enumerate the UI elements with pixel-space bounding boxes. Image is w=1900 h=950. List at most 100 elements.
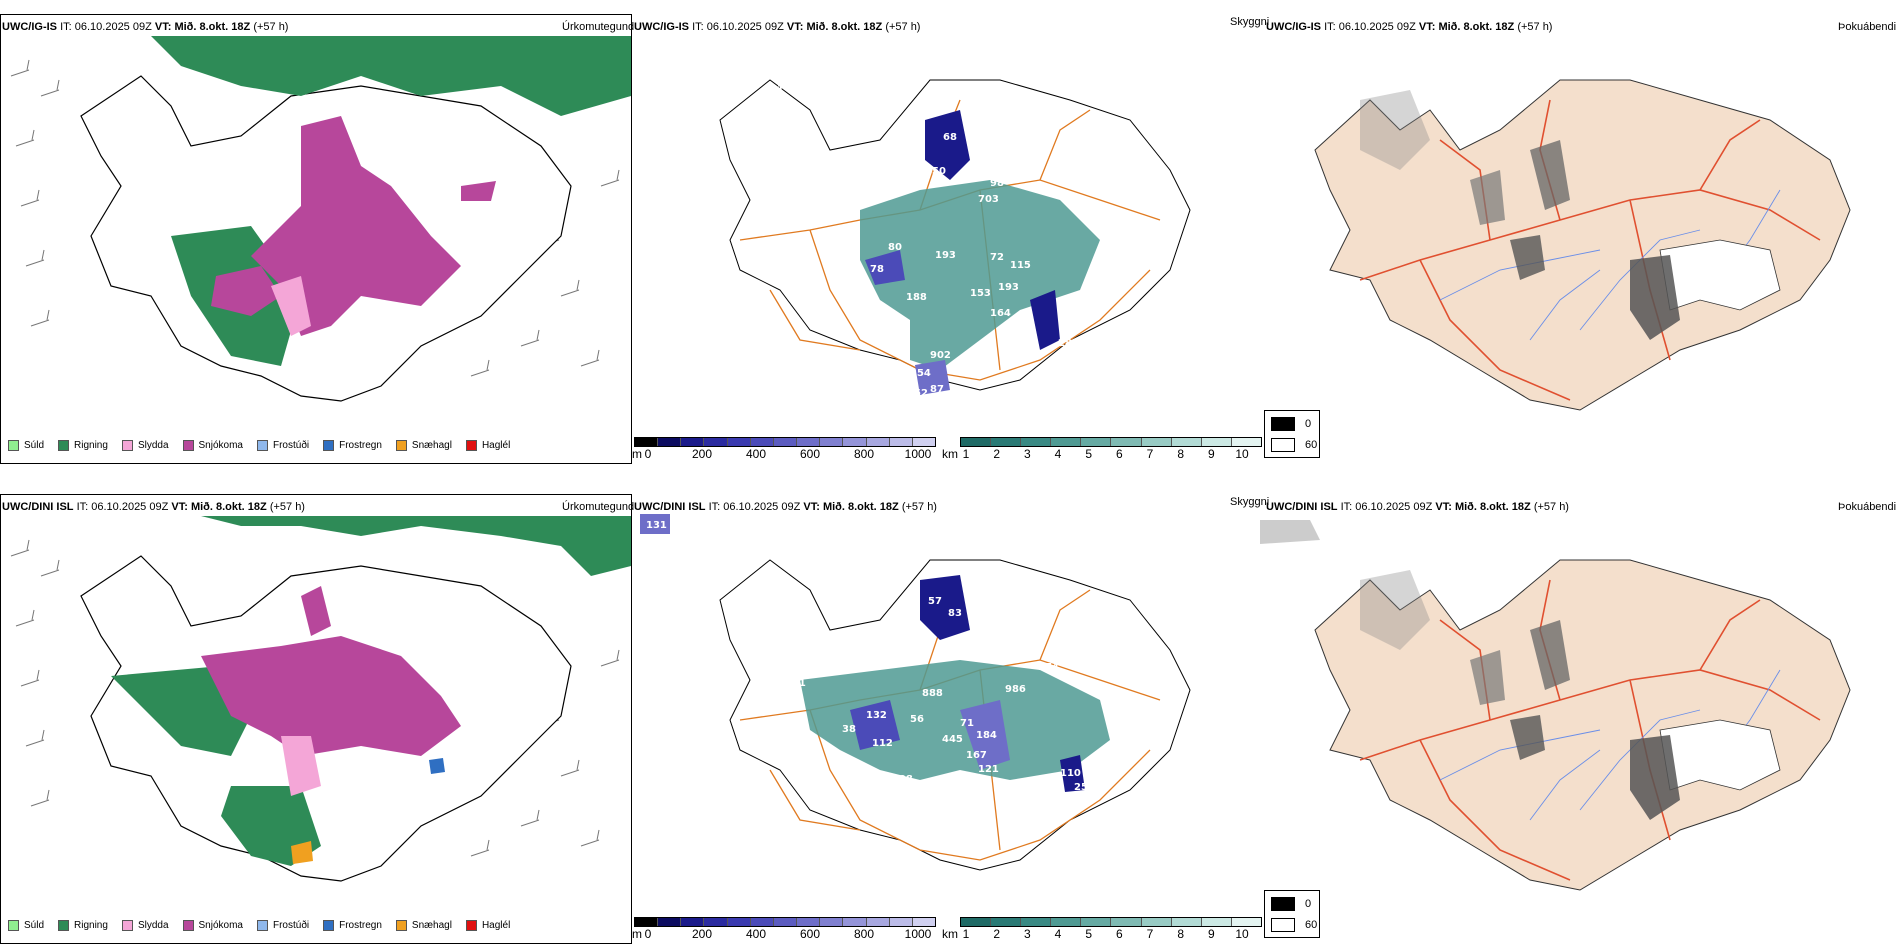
colorbar-tick-label: 400 (745, 927, 767, 941)
fog-area-dark-1 (1630, 255, 1680, 340)
colorbar-segment (704, 438, 728, 446)
colorbar-segment (1231, 918, 1261, 926)
colorbar-tick-label: 7 (1146, 447, 1154, 461)
legend-label: Súld (24, 920, 45, 931)
vt-value: Mið. 8.okt. 18Z (822, 501, 899, 513)
colorbar-segment (635, 438, 659, 446)
precip-type-title: Úrkomutegund (562, 21, 635, 33)
visibility-label: 109 (960, 168, 981, 179)
colorbar-segment (1141, 918, 1172, 926)
ceiling-ticks: 0 200 400 600 800 1000 (644, 447, 932, 461)
colorbar-tick-label: 3 (1023, 927, 1031, 941)
precip-type-title: Úrkomutegund (562, 501, 635, 513)
model-name: UWC/IG-IS (1266, 21, 1321, 33)
legend-item-snjokoma: Snjókoma (182, 920, 243, 931)
visibility-label: 52 (914, 388, 928, 399)
visibility-area-central (800, 660, 1110, 780)
visibility-label: 83 (948, 608, 962, 619)
legend-item-sudl: Súld (8, 920, 44, 931)
colorbar-tick-label: 200 (691, 447, 713, 461)
fog-area-corner (1260, 520, 1320, 544)
colorbar-segment (1051, 438, 1082, 446)
it-value: 06.10.2025 09Z (91, 501, 169, 513)
legend-swatch (256, 920, 268, 931)
legend-item-snaehagl: Snæhagl (395, 920, 452, 931)
legend-item-haglel: Haglél (465, 440, 511, 451)
colorbar-tick-label: 8 (1177, 927, 1184, 941)
colorbar-segment (1141, 438, 1172, 446)
sleet-area (281, 736, 321, 796)
visibility-labels: 68 50 109 98 703 80 78 193 72 115 188 15… (770, 84, 1072, 399)
colorbar-segment (820, 438, 844, 446)
visibility-label: 128 (892, 774, 913, 785)
snow-area-west (211, 266, 281, 316)
visibility-label: 132 (866, 710, 887, 721)
lead-time: (+57 h) (269, 501, 305, 513)
colorbar-tick-label: 1000 (904, 447, 932, 461)
colorbar-segment (1051, 918, 1082, 926)
colorbar-segment (797, 438, 821, 446)
colorbar-segment (1081, 438, 1112, 446)
legend-item-slydda: Slydda (121, 440, 169, 451)
legend-label: Snjókoma (198, 440, 243, 451)
it-value: 06.10.2025 09Z (723, 501, 801, 513)
colorbar-segment (961, 918, 992, 926)
it-label: IT: (76, 501, 89, 513)
colorbar-segment (866, 918, 890, 926)
visibility-label: 131 (785, 678, 806, 689)
ceiling-area-north (925, 110, 970, 180)
ceiling-area-north (920, 575, 970, 640)
ceiling-ticks: 0 200 400 600 800 1000 (645, 927, 932, 941)
ice-pellet-area (291, 841, 313, 864)
freezing-rain-area (429, 758, 445, 774)
fog-legend: 0 60 (1264, 410, 1320, 458)
precip-map-frame (0, 14, 632, 464)
fog-area-light (1360, 570, 1430, 650)
legend-label: Haglél (481, 440, 511, 451)
legend-swatch (182, 440, 194, 451)
legend-swatch (465, 920, 477, 931)
visibility-unit: km (942, 927, 958, 941)
colorbar-segment (773, 438, 798, 446)
ceiling-colorbar (634, 437, 936, 447)
visibility-label: 110 (1060, 768, 1081, 779)
model-name: UWC/DINI ISL (2, 501, 74, 513)
visibility-label: 902 (930, 350, 951, 361)
colorbar-segment (727, 438, 751, 446)
visibility-label: 112 (872, 738, 893, 749)
fog-map (1314, 79, 1851, 411)
colorbar-tick-label: 200 (691, 927, 713, 941)
visibility-label: 174 (1038, 662, 1059, 673)
precip-map-title: UWC/IG-IS IT: 06.10.2025 09Z VT: Mið. 8.… (2, 21, 288, 33)
legend-swatch (465, 440, 477, 451)
legend-item-rigning: Rigning (58, 440, 108, 451)
fog-map (1260, 520, 1851, 891)
colorbar-segment (681, 438, 705, 446)
visibility-label: 184 (976, 730, 997, 741)
colorbar-tick-label: 0 (644, 447, 652, 461)
legend-swatch (8, 920, 19, 931)
visibility-label: 57 (928, 596, 942, 607)
colorbar-segment (1201, 438, 1232, 446)
vt-label: VT: (1435, 501, 1452, 513)
visibility-label: 703 (978, 194, 999, 205)
colorbar-tick-label: 800 (853, 927, 875, 941)
colorbar-tick-label: 1 (962, 447, 970, 461)
vt-value: Mið. 8.okt. 18Z (174, 21, 251, 33)
model-name: UWC/DINI ISL (634, 501, 706, 513)
colorbar-segment (889, 438, 913, 446)
legend-swatch (58, 440, 70, 451)
visibility-ticks: 1 2 3 4 5 6 7 8 9 10 (963, 927, 1249, 941)
visibility-label: 71 (960, 718, 974, 729)
vt-label: VT: (154, 21, 172, 33)
fog-area-light (1360, 90, 1430, 170)
legend-item-rigning: Rigning (58, 920, 108, 931)
colorbar-segment (843, 918, 867, 926)
ceiling-unit: m (632, 927, 642, 941)
vt-value: Mið. 8.okt. 18Z (1438, 21, 1515, 33)
visibility-label: 38 (842, 724, 856, 735)
colorbar-segment (704, 918, 728, 926)
visibility-area-central (860, 180, 1100, 370)
legend-label: Frostúði (272, 440, 310, 451)
fog-legend-value: 60 (1305, 439, 1318, 451)
